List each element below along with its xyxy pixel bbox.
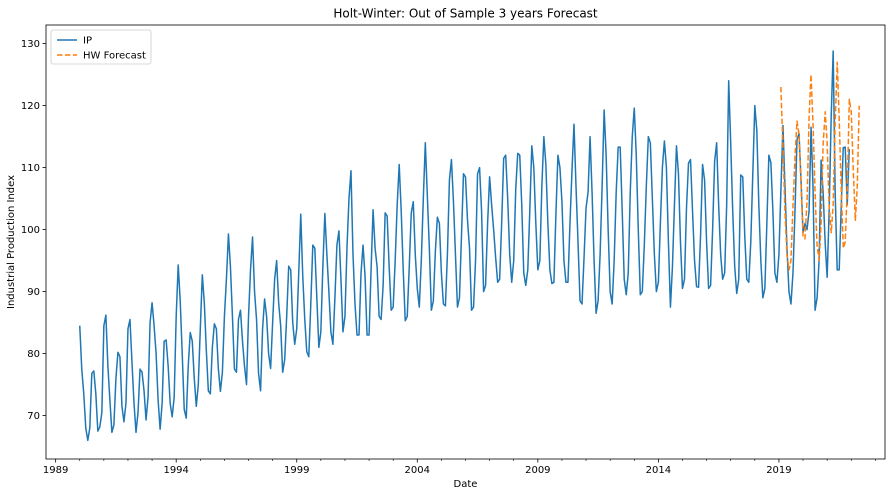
legend-label-0: IP <box>83 36 92 47</box>
x-tick-label: 1999 <box>284 465 309 476</box>
plot-area <box>45 24 886 460</box>
x-tick-label: 2019 <box>766 465 791 476</box>
legend-label-1: HW Forecast <box>83 51 146 62</box>
plot-frame <box>45 24 886 460</box>
y-tick-label: 90 <box>27 287 40 298</box>
y-tick-label: 130 <box>21 39 40 50</box>
y-tick-label: 100 <box>21 225 40 236</box>
x-tick-label: 1994 <box>163 465 188 476</box>
x-tick-label: 2004 <box>405 465 430 476</box>
y-axis-label: Industrial Production Index <box>6 175 17 309</box>
chart-title: Holt-Winter: Out of Sample 3 years Forec… <box>333 7 598 21</box>
series-line-0 <box>79 50 850 442</box>
x-tick-label: 1989 <box>43 465 68 476</box>
series-line-1 <box>780 61 860 271</box>
y-tick-label: 110 <box>21 163 40 174</box>
x-tick-label: 2014 <box>646 465 671 476</box>
x-tick-label: 2009 <box>525 465 550 476</box>
x-axis-label: Date <box>454 479 478 490</box>
y-tick-label: 80 <box>27 349 40 360</box>
legend: IP HW Forecast <box>50 29 152 65</box>
y-tick-label: 120 <box>21 101 40 112</box>
y-axis: 70 80 90 100 110 120 130 <box>21 39 46 422</box>
y-tick-label: 70 <box>27 411 40 422</box>
x-axis: 1989 1994 1999 2004 2009 2014 2019 <box>43 459 876 476</box>
